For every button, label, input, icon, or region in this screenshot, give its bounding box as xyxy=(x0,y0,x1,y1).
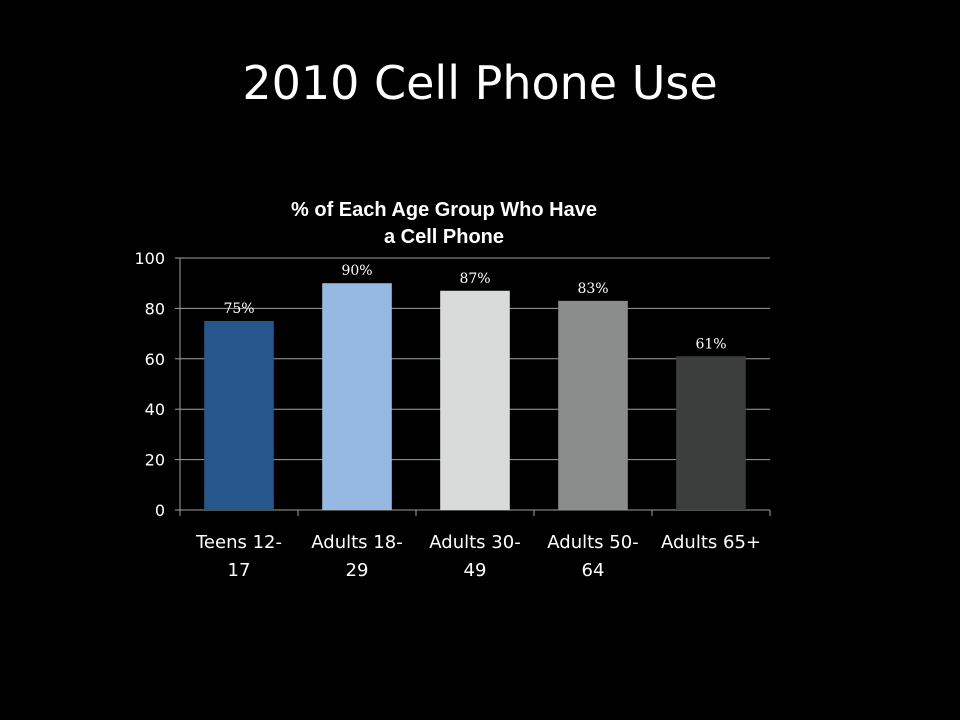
y-tick-label-20: 20 xyxy=(145,451,165,470)
bar-4 xyxy=(558,300,628,510)
y-tick-label-60: 60 xyxy=(145,350,165,369)
category-label-3-line-1: Adults 30- xyxy=(429,532,520,553)
y-tick-label-0: 0 xyxy=(155,501,165,520)
category-label-5-line-1: Adults 65+ xyxy=(661,532,761,553)
data-label-4: 83% xyxy=(577,281,608,297)
data-label-5: 61% xyxy=(695,336,726,352)
chart-title-line-1: % of Each Age Group Who Have xyxy=(291,199,597,221)
data-label-1: 75% xyxy=(223,301,254,317)
bar-3 xyxy=(440,290,510,510)
category-label-4-line-1: Adults 50- xyxy=(547,532,638,553)
category-label-2-line-2: 29 xyxy=(346,560,369,581)
category-label-2-line-1: Adults 18- xyxy=(311,532,402,553)
bars xyxy=(204,283,746,510)
category-label-3-line-2: 49 xyxy=(464,560,487,581)
slide-title: 2010 Cell Phone Use xyxy=(242,56,718,110)
bar-5 xyxy=(676,356,746,510)
y-tick-label-40: 40 xyxy=(145,400,165,419)
y-tick-labels: 0 20 40 60 80 100 xyxy=(134,249,165,520)
category-label-1-line-2: 17 xyxy=(228,560,251,581)
bar-2 xyxy=(322,283,392,510)
data-labels: 75% 90% 87% 83% 61% xyxy=(223,263,726,352)
bar-1 xyxy=(204,321,274,510)
y-tick-label-80: 80 xyxy=(145,299,165,318)
data-label-3: 87% xyxy=(459,271,490,287)
chart-title: % of Each Age Group Who Have a Cell Phone xyxy=(291,199,597,248)
y-tick-label-100: 100 xyxy=(134,249,165,268)
category-label-1-line-1: Teens 12- xyxy=(195,532,282,553)
data-label-2: 90% xyxy=(341,263,372,279)
category-label-4-line-2: 64 xyxy=(582,560,605,581)
chart-title-line-2: a Cell Phone xyxy=(384,226,504,248)
category-labels: Teens 12- 17 Adults 18- 29 Adults 30- 49 Adult… xyxy=(195,532,761,581)
